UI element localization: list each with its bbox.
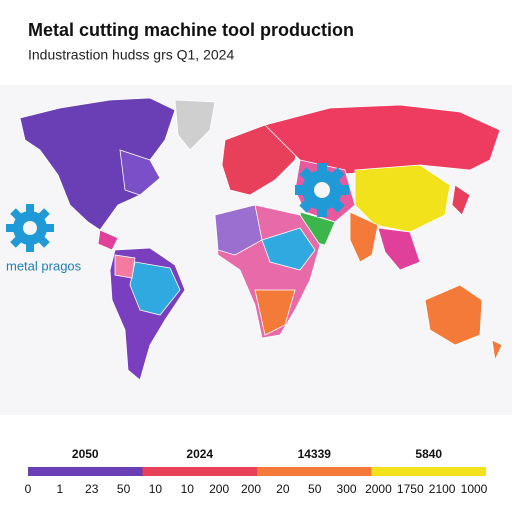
north-africa <box>214 204 263 256</box>
brazil <box>129 261 181 316</box>
east-africa <box>261 227 316 271</box>
legend-tick-label: 10 <box>149 482 163 496</box>
eastern-canada <box>119 149 161 196</box>
legend-swatch <box>28 467 143 476</box>
legend-label: 2050 <box>72 447 99 461</box>
gear-hole <box>23 221 37 235</box>
legend-tick-label: 50 <box>308 482 322 496</box>
legend-tick-label: 1 <box>57 482 64 496</box>
gear-center <box>295 163 349 217</box>
legend-swatch <box>142 467 257 476</box>
legend-tick-label: 23 <box>85 482 99 496</box>
gear-hole <box>314 182 330 198</box>
southeast-asia <box>377 227 421 271</box>
title: Metal cutting machine tool production <box>28 20 354 40</box>
china <box>354 164 451 233</box>
legend-swatch <box>371 467 486 476</box>
legend-swatch <box>257 467 372 476</box>
new-zealand <box>491 339 503 362</box>
legend-tick-label: 1000 <box>461 482 488 496</box>
legend-label: 5840 <box>415 447 442 461</box>
legend-tick-label: 2100 <box>429 482 456 496</box>
legend-tick-label: 2000 <box>365 482 392 496</box>
legend-tick-label: 300 <box>337 482 357 496</box>
legend-tick-label: 200 <box>241 482 261 496</box>
legend-label: 14339 <box>298 447 332 461</box>
australia <box>424 284 483 346</box>
legend-tick-label: 200 <box>209 482 229 496</box>
legend-label: 2024 <box>186 447 213 461</box>
greenland <box>174 99 216 151</box>
central-america <box>97 229 119 251</box>
legend-tick-label: 10 <box>181 482 195 496</box>
legend-tick-label: 20 <box>276 482 290 496</box>
subtitle: Industrastion hudss grs Q1, 2024 <box>28 47 234 63</box>
gear-left <box>6 204 54 252</box>
japan <box>451 184 471 216</box>
legend-tick-label: 1750 <box>397 482 424 496</box>
india <box>349 211 379 263</box>
andes <box>114 254 136 279</box>
legend-tick-label: 50 <box>117 482 131 496</box>
gear-label: metal pragos <box>6 258 82 273</box>
southern-africa <box>254 289 296 336</box>
legend-tick-label: 0 <box>25 482 32 496</box>
